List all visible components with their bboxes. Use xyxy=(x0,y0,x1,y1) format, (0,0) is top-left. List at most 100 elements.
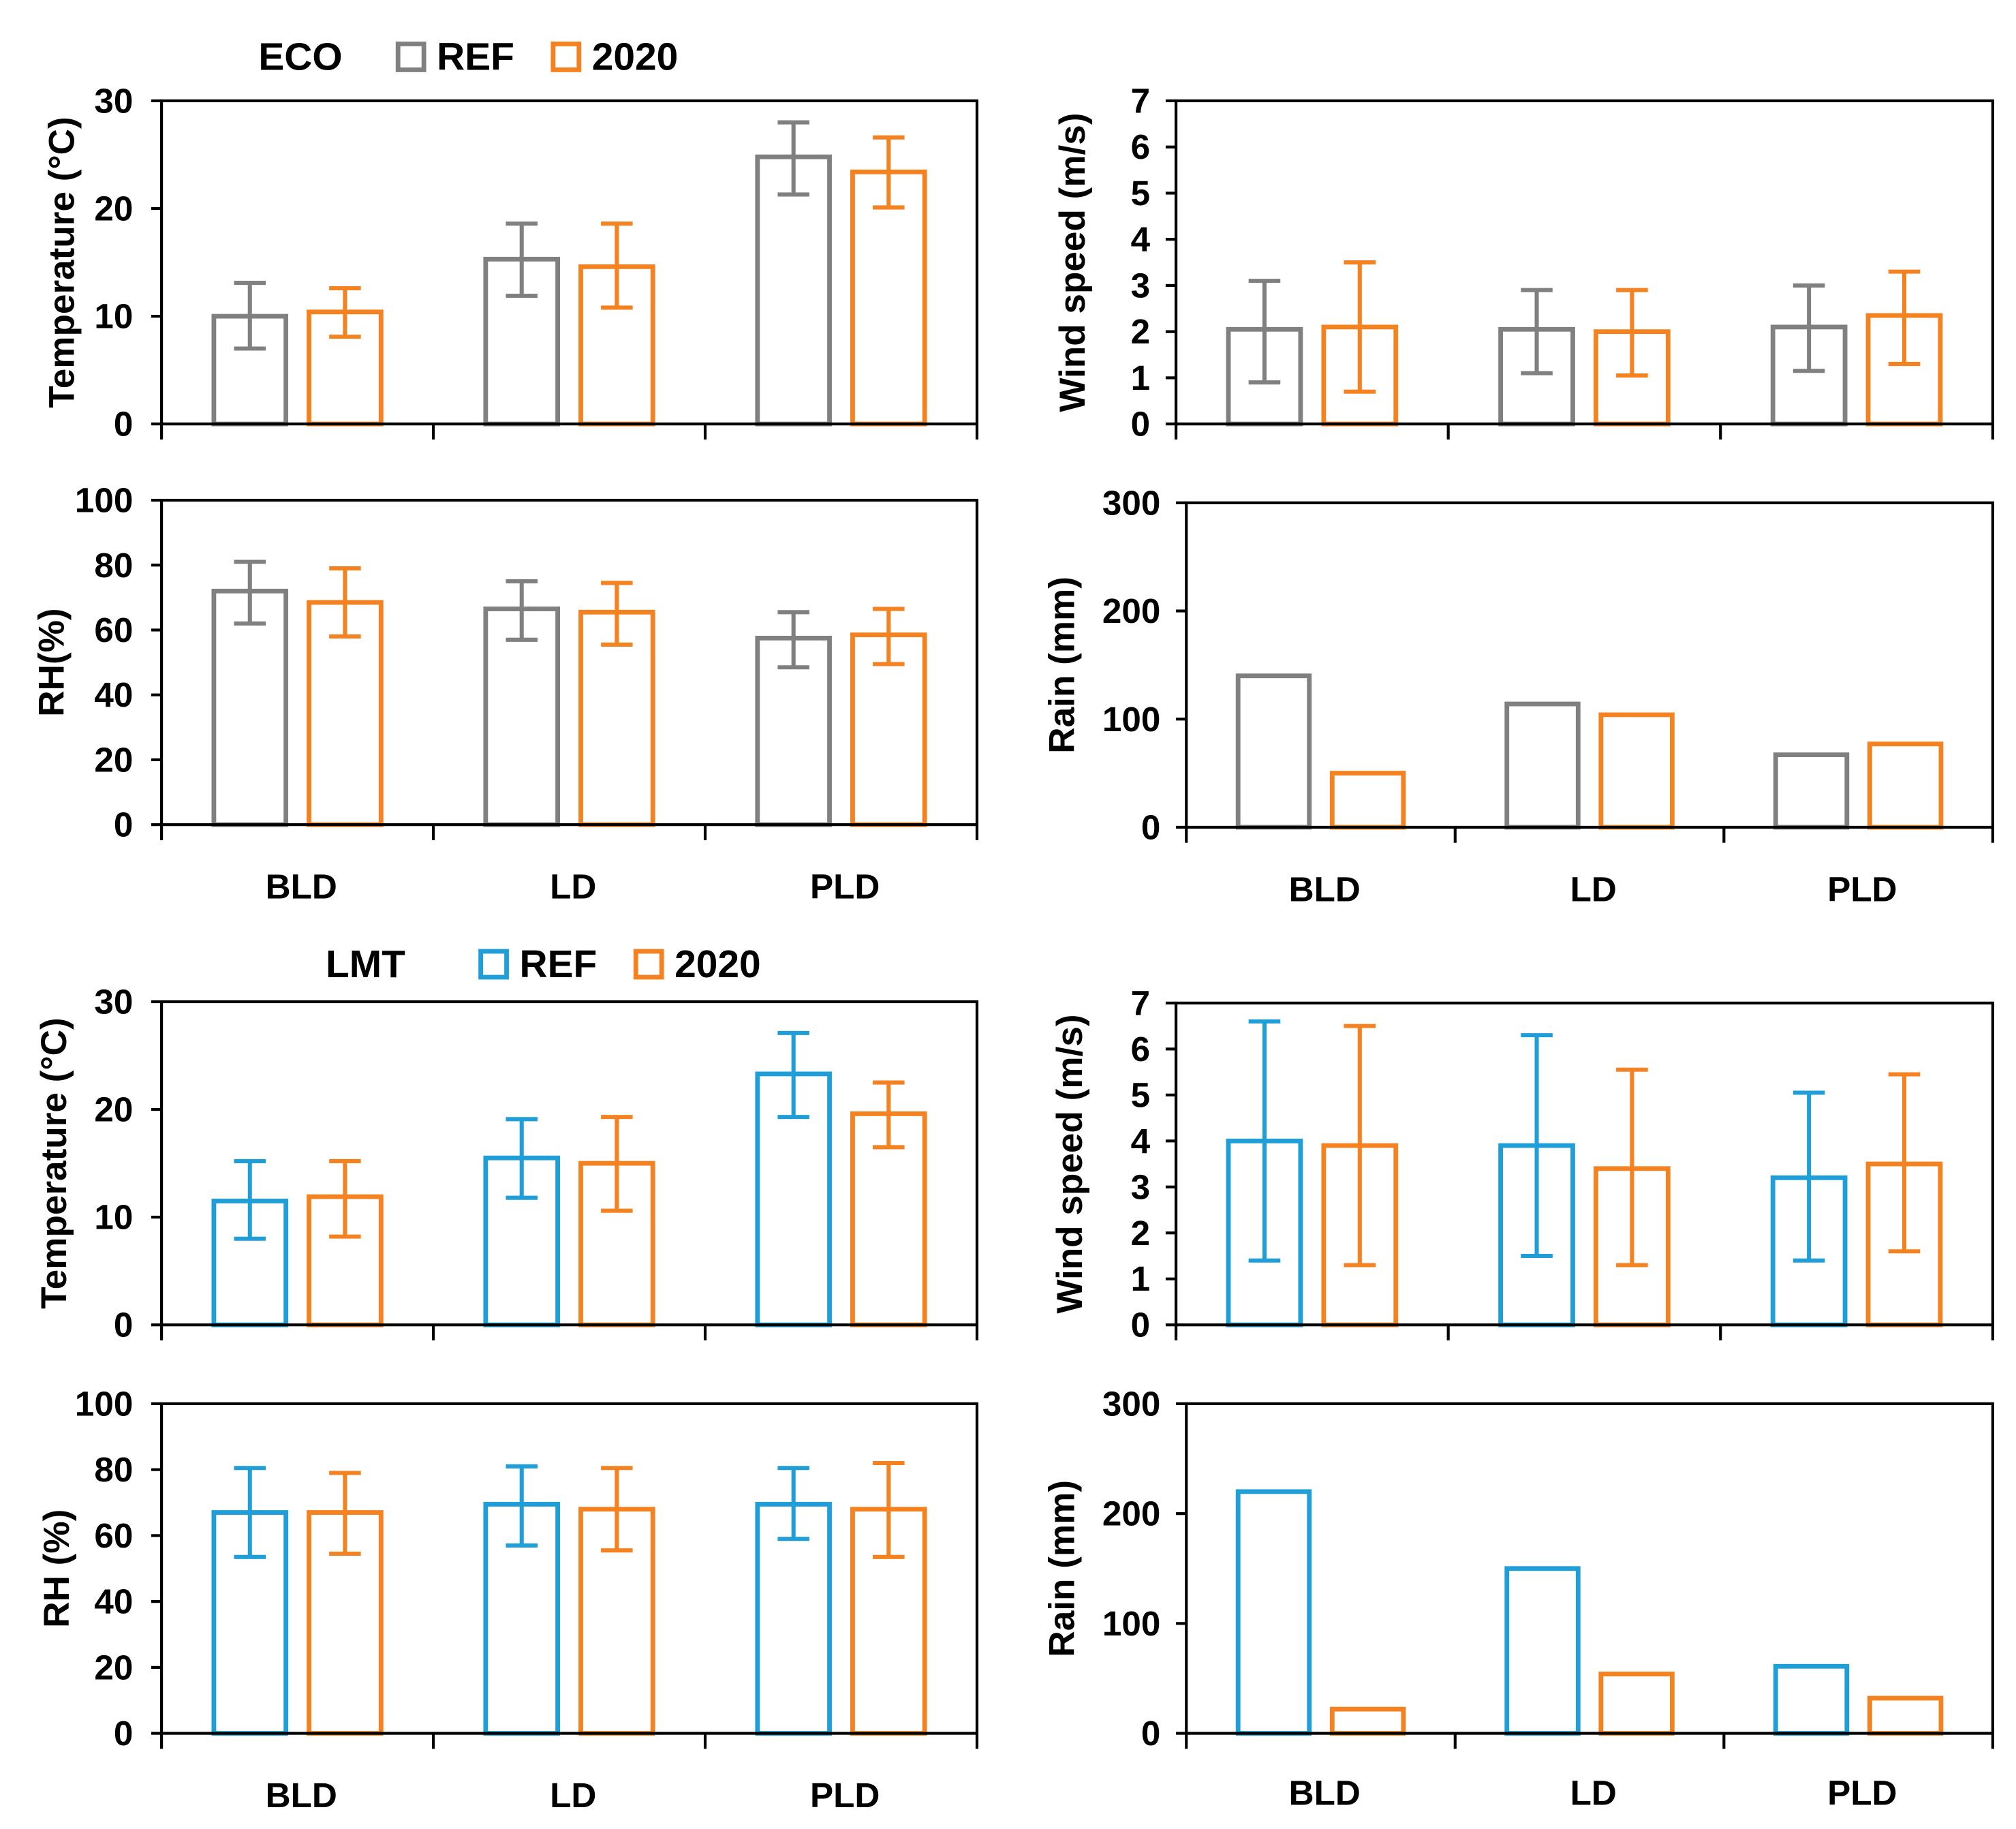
bar-2020-pld xyxy=(1867,1695,1944,1736)
plot-frame xyxy=(160,1000,979,1327)
error-bar-2020-pld xyxy=(873,1460,905,1559)
y-tick-label: 4 xyxy=(1131,220,1151,259)
y-tick-label: 200 xyxy=(1102,591,1160,630)
x-category-label: LD xyxy=(550,1776,596,1815)
chart-panel-eco-rain: 0 100 200 300 BLD LD PLD Rain (mm) xyxy=(1042,483,1994,908)
chart-panel-lmt-rain: 0 100 200 300 BLD LD PLD Rain (mm) xyxy=(1042,1384,1994,1812)
error-bar-ref-ld xyxy=(506,579,538,642)
y-tick-label: 1 xyxy=(1131,1259,1150,1298)
error-bar-2020-pld xyxy=(1888,1072,1921,1254)
bar-ref-pld xyxy=(1773,752,1850,830)
error-bar-2020-ld xyxy=(1616,1067,1648,1267)
y-tick-label: 7 xyxy=(1131,81,1150,120)
y-tick-label: 10 xyxy=(94,1198,133,1237)
error-bar-ref-bld xyxy=(234,559,266,626)
bar-2020-bld xyxy=(1329,771,1406,830)
plot-frame xyxy=(160,498,979,827)
error-bar-2020-ld xyxy=(601,1466,633,1553)
error-bar-2020-bld xyxy=(1344,1024,1376,1267)
y-tick-label: 5 xyxy=(1131,1075,1150,1114)
error-bar-2020-bld xyxy=(1344,260,1376,394)
error-bar-ref-bld xyxy=(234,1158,266,1241)
error-bar-2020-bld xyxy=(329,1158,361,1239)
x-category-label: PLD xyxy=(1827,870,1897,908)
y-axis-label: RH (%) xyxy=(37,1509,77,1628)
y-axis-label: Temperature (°C) xyxy=(42,117,82,408)
y-tick-label: 0 xyxy=(1141,1714,1160,1753)
error-bar-ref-pld xyxy=(777,1466,809,1541)
legend-swatch-ref xyxy=(478,949,509,980)
error-bar-2020-pld xyxy=(873,606,905,666)
x-category-label: BLD xyxy=(266,1776,337,1815)
y-axis-label: Wind speed (m/s) xyxy=(1053,112,1093,412)
bar-ref-ld xyxy=(1504,1566,1581,1736)
y-tick-label: 20 xyxy=(94,740,133,779)
bar-ref-bld xyxy=(211,588,289,827)
bar-2020-bld xyxy=(1329,1706,1406,1736)
y-tick-label: 300 xyxy=(1102,1384,1160,1423)
error-bar-ref-pld xyxy=(777,610,809,670)
x-category-label: BLD xyxy=(266,867,337,906)
y-tick-label: 20 xyxy=(94,1648,133,1687)
x-category-label: BLD xyxy=(1289,1773,1361,1812)
y-axis-label: Wind speed (m/s) xyxy=(1050,1014,1090,1313)
x-category-label: PLD xyxy=(810,1776,880,1815)
plot-frame xyxy=(1185,1402,1994,1735)
error-bar-ref-bld xyxy=(1248,1019,1281,1263)
error-bar-2020-ld xyxy=(1616,288,1648,378)
error-bar-2020-pld xyxy=(1888,269,1921,367)
bar-2020-pld xyxy=(1867,741,1944,830)
plot-frame xyxy=(1174,99,1994,426)
y-tick-label: 100 xyxy=(1102,700,1160,739)
y-tick-label: 6 xyxy=(1131,127,1150,166)
plot-frame xyxy=(160,1402,979,1735)
y-tick-label: 20 xyxy=(94,1090,133,1129)
y-tick-label: 60 xyxy=(94,611,133,649)
legend-lmt: LMT REF 2020 xyxy=(326,942,761,986)
x-category-label: BLD xyxy=(1289,870,1361,908)
error-bar-ref-bld xyxy=(234,281,266,351)
bar-ref-ld xyxy=(1504,701,1581,830)
error-bar-ref-ld xyxy=(506,1464,538,1548)
y-tick-label: 0 xyxy=(114,405,133,444)
error-bar-ref-pld xyxy=(777,1030,809,1120)
bar-ref-bld xyxy=(1235,673,1312,830)
y-tick-label: 80 xyxy=(94,546,133,585)
y-tick-label: 0 xyxy=(1131,405,1150,444)
x-category-label: LD xyxy=(1570,870,1617,908)
y-axis-label: Rain (mm) xyxy=(1042,1480,1083,1657)
y-tick-label: 1 xyxy=(1131,358,1150,397)
error-bar-ref-ld xyxy=(1521,1033,1553,1259)
y-tick-label: 30 xyxy=(94,983,133,1021)
bar-ref-bld xyxy=(1235,1489,1312,1736)
error-bar-ref-bld xyxy=(234,1466,266,1559)
bar-2020-ld xyxy=(1598,1672,1675,1736)
legend-site-label: ECO xyxy=(258,35,342,78)
y-tick-label: 10 xyxy=(94,297,133,336)
error-bar-2020-ld xyxy=(601,1115,633,1213)
y-tick-label: 40 xyxy=(94,675,133,714)
legend-label-2020: 2020 xyxy=(592,35,679,78)
y-tick-label: 3 xyxy=(1131,1167,1150,1206)
plot-frame xyxy=(1174,1001,1994,1327)
error-bar-2020-pld xyxy=(873,135,905,210)
y-tick-label: 30 xyxy=(94,81,133,120)
y-tick-label: 100 xyxy=(75,481,133,520)
x-category-label: PLD xyxy=(1827,1773,1897,1812)
chart-panel-eco-temp: 0 10 20 30 Temperature (°C) xyxy=(42,81,979,444)
legend-label-ref: REF xyxy=(520,942,598,986)
chart-panel-eco-rh: 0 20 40 60 80 100 BLD LD PLD RH(%) xyxy=(31,481,979,906)
y-tick-label: 0 xyxy=(1131,1306,1150,1344)
y-tick-label: 5 xyxy=(1131,174,1150,213)
x-category-label: PLD xyxy=(810,867,880,906)
bar-2020-ld xyxy=(1598,712,1675,830)
y-tick-label: 7 xyxy=(1131,983,1150,1022)
legend-swatch-2020 xyxy=(550,42,582,72)
y-tick-label: 300 xyxy=(1102,483,1160,522)
y-tick-label: 0 xyxy=(114,1714,133,1753)
error-bar-2020-ld xyxy=(601,581,633,647)
error-bar-2020-bld xyxy=(329,1471,361,1556)
bar-ref-pld xyxy=(755,154,832,427)
plot-frame xyxy=(1185,501,1994,829)
y-axis-label: Rain (mm) xyxy=(1042,577,1083,754)
